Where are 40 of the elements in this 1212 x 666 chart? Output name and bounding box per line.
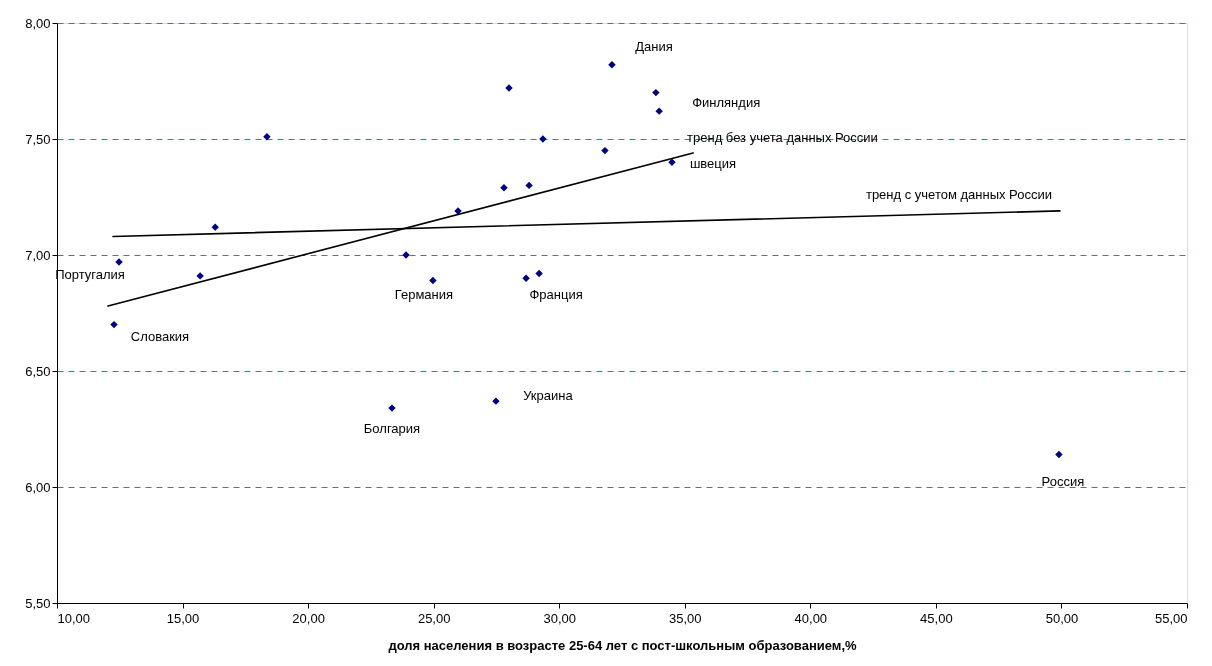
x-tick-label: 45,00 (920, 610, 953, 626)
point (211, 223, 219, 231)
point (429, 276, 437, 285)
annotation: тренд с учетом данных России (865, 186, 1052, 202)
point (535, 269, 543, 278)
x-tick-label: 50,00 (1045, 610, 1079, 626)
x-tick-label: 15,00 (166, 610, 200, 626)
annotation: тренд без учета данных России (687, 129, 878, 145)
x-tick-label: 10,00 (57, 610, 91, 626)
y-tick-label: 5,50 (25, 595, 51, 611)
x-tick-label: 55,00 (1154, 610, 1188, 626)
x-tick-label: 25,00 (417, 610, 451, 626)
point (263, 132, 271, 141)
y-tick-label: 7,50 (25, 131, 51, 147)
point (608, 61, 616, 69)
y-tick-label: 6,50 (25, 363, 51, 379)
y-tick-label: 6,00 (25, 479, 51, 495)
annotation: Дания (635, 38, 673, 54)
y-tick-label: 8,00 (25, 15, 51, 31)
annotation: швеция (689, 156, 737, 172)
x-tick-label: 40,00 (794, 610, 828, 626)
x-tick-label: 20,00 (292, 610, 325, 626)
point (655, 107, 663, 115)
annotation: Германия (394, 286, 454, 302)
annotation: Франция (529, 287, 583, 303)
point (110, 320, 118, 329)
x-axis-title: доля населения в возрасте 25-64 лет с пост-школьным образованием,% (388, 637, 858, 653)
annotation: Финляндия (692, 95, 761, 111)
annotation: Украина (523, 388, 574, 404)
y-tick-label: 7,00 (25, 247, 51, 263)
point (500, 184, 508, 192)
x-tick-label: 35,00 (669, 610, 702, 626)
point (1055, 450, 1063, 459)
point (601, 146, 609, 155)
point (652, 88, 660, 97)
annotation: Словакия (130, 328, 190, 344)
annotation: Россия (1041, 473, 1085, 489)
annotation: Болгария (363, 421, 421, 437)
point (525, 181, 533, 190)
x-tick-label: 30,00 (543, 610, 576, 626)
